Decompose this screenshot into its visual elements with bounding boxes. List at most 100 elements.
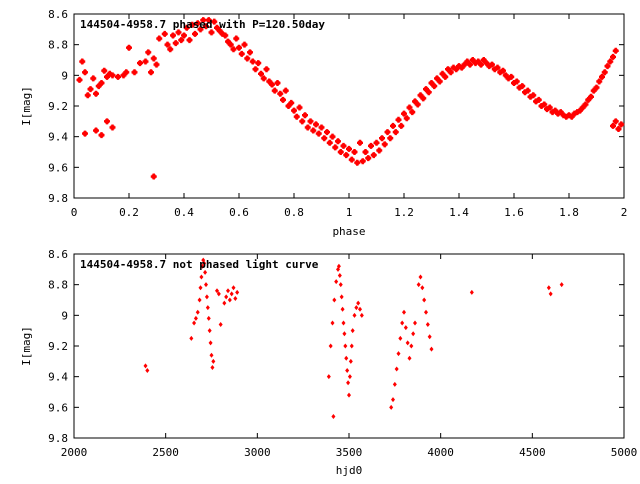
bottom-data-point (349, 343, 354, 349)
top-data-point-core (547, 105, 552, 110)
bottom-data-point (352, 312, 357, 318)
top-data-point-core (190, 22, 195, 27)
top-data-point-core (83, 70, 87, 75)
top-data-point-core (550, 110, 555, 115)
top-data-point-core (608, 59, 613, 64)
top-data-point-core (363, 150, 368, 154)
bottom-data-point (416, 282, 421, 288)
bottom-data-point (192, 320, 197, 326)
top-data-point-core (393, 130, 398, 135)
bottom-data-point (548, 291, 553, 297)
bottom-data-point (224, 294, 229, 300)
top-data-point-core (184, 25, 189, 30)
top-data-point-core (616, 127, 621, 131)
top-data-point-core (206, 18, 211, 23)
top-data-point-core (495, 65, 500, 70)
top-data-point-core (569, 114, 574, 119)
top-data-point-core (91, 76, 96, 81)
bottom-data-point (427, 334, 432, 340)
top-data-point-core (613, 119, 618, 124)
bottom-data-point (389, 404, 394, 410)
top-data-point-core (558, 110, 563, 115)
top-data-point-core (283, 88, 288, 93)
bottom-data-point (394, 366, 399, 372)
top-data-point-core (446, 67, 450, 72)
bottom-data-point (205, 305, 210, 311)
top-xtick-label: 0 (71, 206, 78, 219)
top-data-point-core (470, 58, 475, 62)
top-data-point-core (319, 125, 324, 130)
top-data-point-core (402, 111, 406, 116)
bottom-data-point (206, 315, 211, 321)
bottom-data-point (199, 274, 204, 280)
top-data-point-core (492, 67, 497, 72)
top-data-point-core (435, 76, 439, 81)
top-data-point-core (578, 108, 582, 113)
top-data-point-core (248, 50, 252, 55)
top-data-point-core (308, 119, 313, 124)
bottom-data-point (358, 306, 362, 312)
top-data-point-core (366, 156, 371, 161)
top-data-point-core (250, 59, 255, 64)
top-data-point-core (572, 111, 577, 116)
top-data-point-core (157, 36, 162, 41)
top-data-point-core (300, 119, 305, 124)
top-data-point-core (204, 24, 208, 29)
bottom-data-point (193, 315, 198, 321)
bottom-data-point (203, 269, 208, 275)
bottom-y-axis-label: I[mag] (20, 326, 33, 366)
top-data-point-core (165, 42, 170, 47)
top-data-point-core (421, 96, 426, 101)
top-data-point-core (347, 146, 351, 151)
top-data-point-core (289, 100, 294, 105)
bottom-ytick-label: 9.6 (48, 401, 68, 414)
bottom-data-point (356, 300, 361, 306)
bottom-data-point (420, 285, 425, 291)
top-data-point-core (528, 94, 533, 99)
top-data-point-core (303, 113, 307, 118)
top-data-point-core (234, 36, 239, 41)
bottom-plot-frame (73, 253, 625, 439)
top-data-point-core (116, 74, 120, 79)
top-xtick-label: 1.8 (559, 206, 579, 219)
top-data-point-core (77, 77, 82, 82)
bottom-xtick-label: 5000 (611, 446, 638, 459)
top-data-point-core (454, 67, 459, 72)
top-data-point-core (591, 88, 596, 93)
bottom-data-point (347, 392, 351, 398)
top-data-point-core (179, 38, 184, 43)
bottom-data-point (328, 343, 333, 349)
bottom-data-point (403, 325, 408, 331)
top-data-point-core (613, 48, 618, 53)
top-data-point-core (611, 123, 615, 128)
bottom-data-point (413, 320, 417, 326)
top-data-point-core (151, 56, 156, 61)
top-data-point-core (451, 65, 456, 70)
bottom-data-point (347, 374, 352, 380)
top-xtick-label: 1.2 (394, 206, 414, 219)
top-data-point-core (228, 42, 233, 47)
top-data-point-core (242, 42, 247, 47)
top-data-point-core (105, 119, 109, 124)
top-data-point-core (561, 113, 566, 118)
bottom-data-point (208, 340, 213, 346)
top-data-point-core (272, 88, 277, 93)
top-data-point-core (105, 74, 109, 79)
bottom-data-point (409, 343, 414, 349)
top-data-point-core (168, 47, 173, 52)
bottom-data-point (418, 274, 423, 280)
top-data-point-core (198, 27, 203, 32)
top-data-point-core (261, 76, 266, 81)
top-data-point-core (424, 87, 428, 92)
bottom-ytick-label: 9.2 (48, 340, 68, 353)
top-data-point-core (102, 68, 107, 73)
top-data-point-core (151, 174, 156, 179)
bottom-xtick-label: 2500 (152, 446, 179, 459)
top-data-point-core (462, 62, 467, 67)
top-data-point-core (314, 122, 318, 127)
top-data-point-core (523, 90, 527, 95)
bottom-data-point (342, 331, 347, 337)
top-data-point-core (509, 74, 514, 79)
